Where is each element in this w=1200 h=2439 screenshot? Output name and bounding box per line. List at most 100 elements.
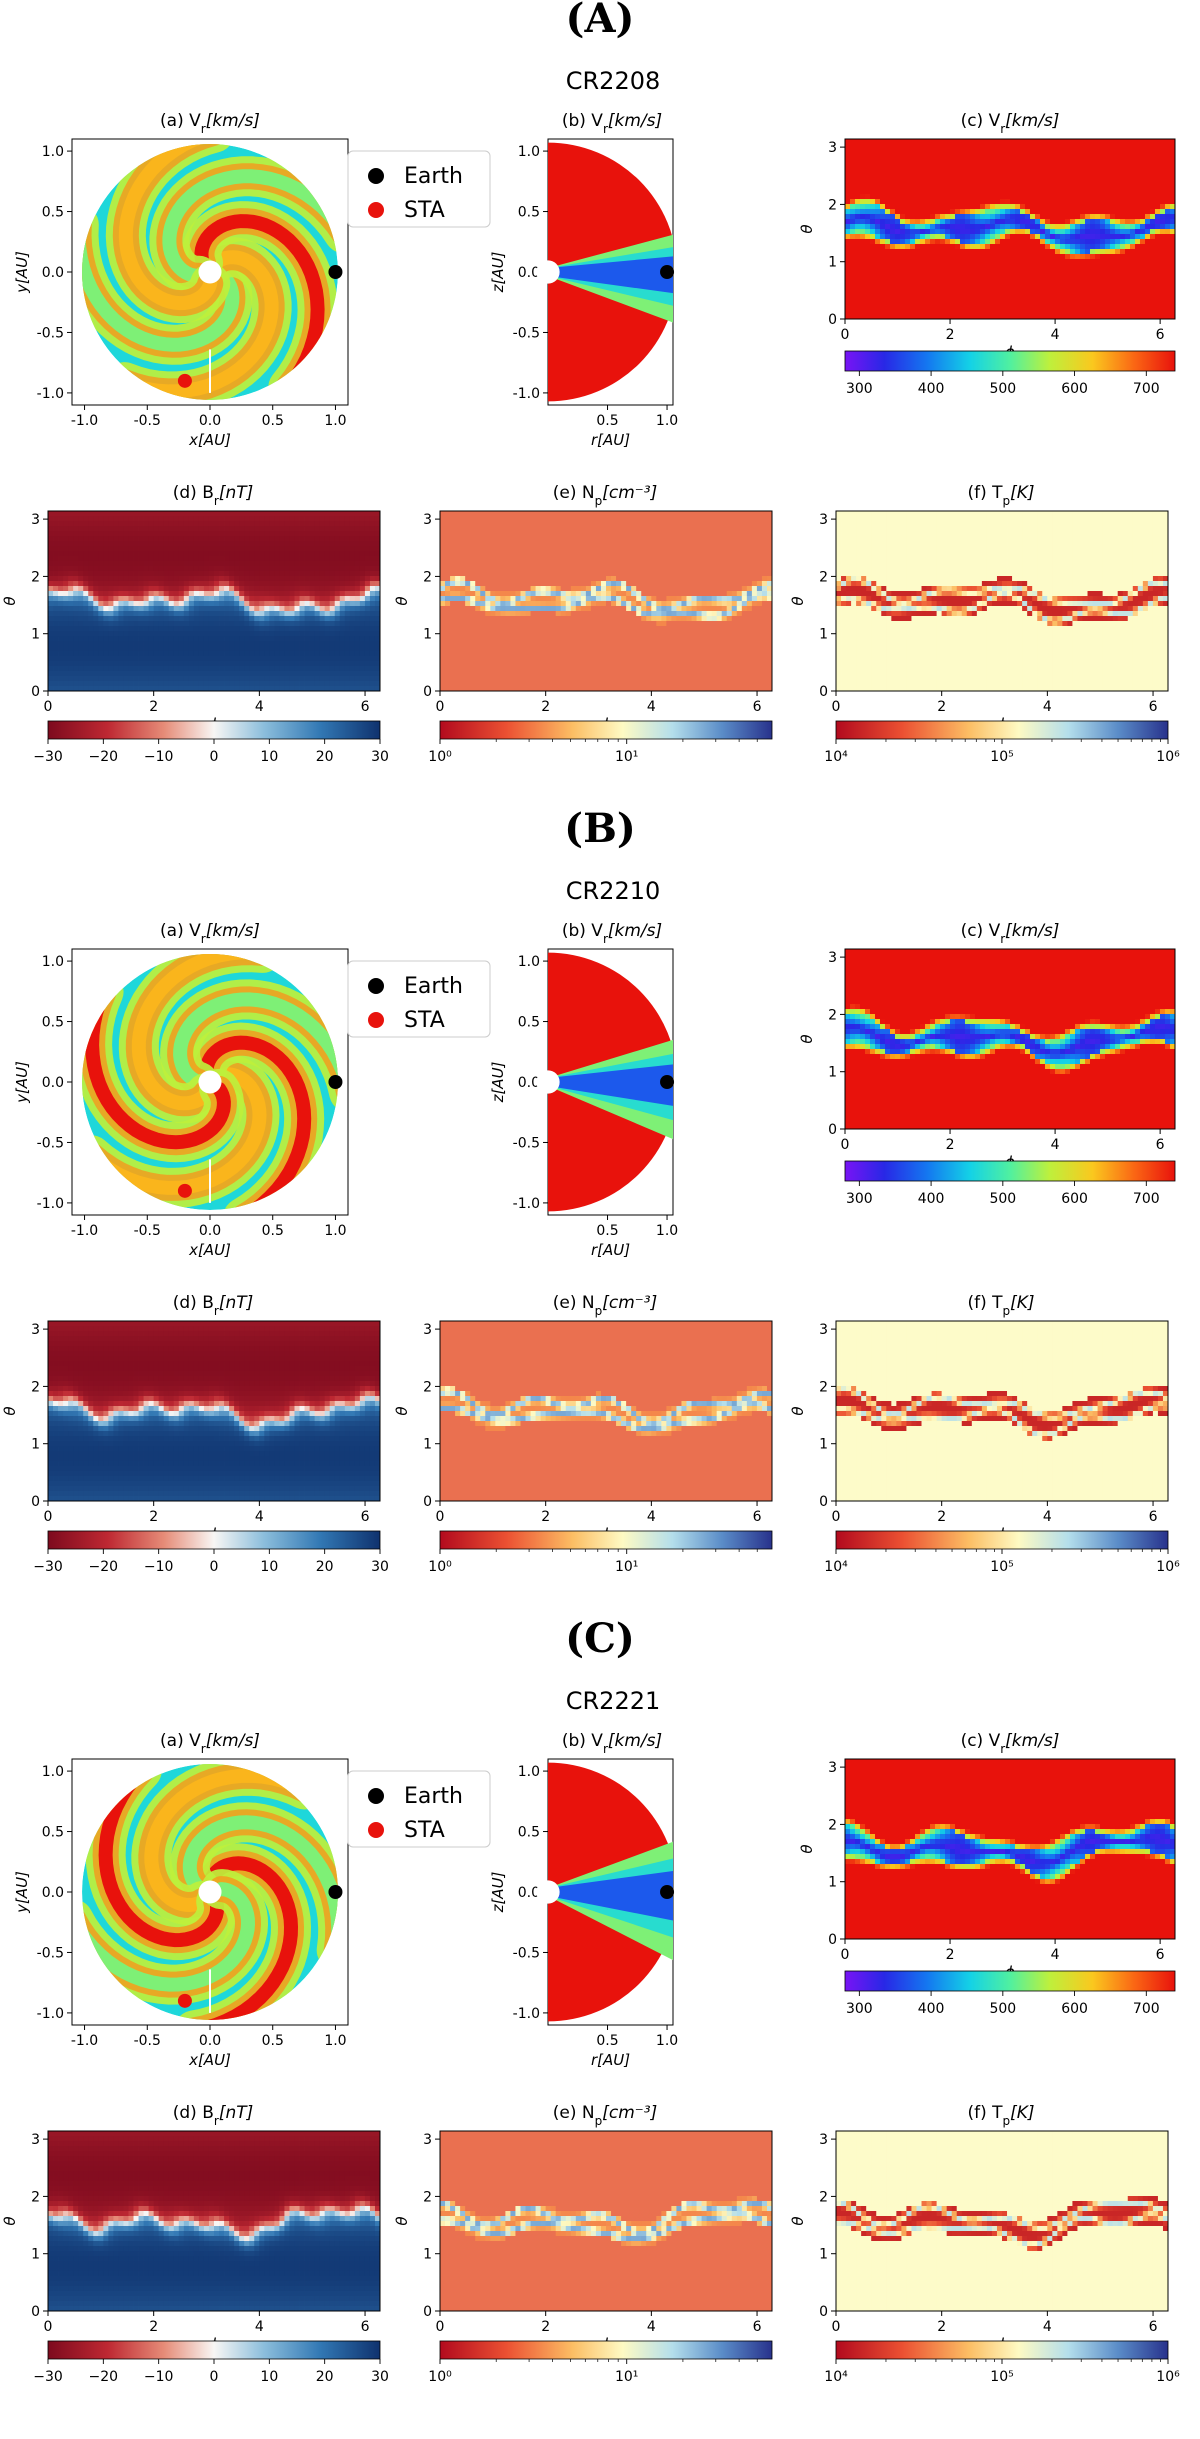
heatmap-cell [1120,184,1126,190]
heatmap-cell [208,571,215,577]
heatmap-cell [860,204,866,210]
heatmap-cell [1015,219,1021,225]
heatmap-cell [1155,279,1161,285]
heatmap-cell [244,676,250,682]
heatmap-cell [940,194,946,200]
heatmap-cell [359,601,366,607]
heatmap-cell [214,531,220,537]
heatmap-cell [1090,144,1096,150]
title-subscript: p [595,494,603,508]
heatmap-cell [960,174,966,180]
heatmap-cell [78,611,84,617]
heatmap-cell [143,536,150,542]
heatmap-cell [1110,139,1116,145]
title-unit: [km/s] [206,111,260,131]
heatmap-cell [354,656,361,662]
heatmap-cell [128,571,134,577]
heatmap-cell [163,536,170,542]
heatmap-cell [885,179,891,185]
heatmap-cell [1140,304,1146,310]
heatmap-cell [188,646,195,652]
heatmap-cell [53,626,59,632]
heatmap-cell [940,299,946,305]
x-tick-label: 4 [255,699,264,715]
heatmap-cell [995,259,1001,265]
heatmap-cell [985,254,991,260]
heatmap-cell [1135,299,1141,305]
heatmap-cell [890,144,896,150]
heatmap-cell [1040,219,1046,225]
heatmap-cell [1125,239,1131,245]
heatmap-cell [1135,184,1141,190]
heatmap-cell [128,686,134,691]
heatmap-cell [118,656,124,662]
heatmap-cell [915,169,921,175]
heatmap-cell [855,194,861,200]
heatmap-cell [143,631,150,637]
heatmap-cell [98,611,104,617]
heatmap-cell [128,536,134,542]
heatmap-cell [108,541,114,547]
heatmap-cell [875,229,881,235]
heatmap-cell [254,576,260,582]
heatmap-cell [203,676,210,682]
heatmap-cell [304,676,310,682]
heatmap-cell [1055,249,1061,255]
heatmap-cell [369,671,376,677]
heatmap-cell [354,556,361,562]
heatmap-cell [83,546,89,552]
heatmap-cell [178,606,185,612]
heatmap-cell [58,596,64,602]
heatmap-cell [128,641,134,647]
heatmap-cell [229,626,235,632]
heatmap-cell [274,516,280,522]
heatmap-cell [83,531,89,537]
heatmap-cell [970,249,976,255]
heatmap-cell [850,179,856,185]
heatmap-cell [108,556,114,562]
heatmap-cell [123,576,129,582]
heatmap-cell [1095,189,1101,195]
heatmap-cell [168,636,175,642]
heatmap-cell [940,159,946,165]
heatmap-cell [128,526,134,532]
heatmap-cell [1145,169,1151,175]
heatmap-cell [980,274,986,280]
heatmap-cell [193,576,200,582]
heatmap-cell [1115,289,1121,295]
heatmap-cell [965,289,971,295]
heatmap-cell [279,646,285,652]
heatmap-cell [1060,229,1066,235]
heatmap-cell [284,526,290,532]
heatmap-cell [1000,284,1006,290]
heatmap-cell [1030,229,1036,235]
heatmap-cell [1100,159,1106,165]
heatmap-cell [158,586,165,592]
heatmap-cell [198,521,205,527]
heatmap-cell [850,229,856,235]
heatmap-cell [1025,254,1031,260]
heatmap-cell [193,526,200,532]
heatmap-cell [214,686,220,691]
heatmap-cell [1125,184,1131,190]
heatmap-cell [173,596,180,602]
heatmap-cell [920,219,926,225]
heatmap-cell [63,636,69,642]
heatmap-cell [309,681,316,687]
heatmap-cell [244,536,250,542]
heatmap-cell [148,526,155,532]
heatmap-cell [1015,184,1021,190]
heatmap-cell [1075,174,1081,180]
heatmap-cell [875,139,881,145]
heatmap-cell [1110,214,1116,220]
heatmap-cell [274,536,280,542]
heatmap-cell [259,576,265,582]
heatmap-cell [970,199,976,205]
heatmap-cell [880,144,886,150]
heatmap-cell [870,144,876,150]
heatmap-cell [299,621,305,627]
heatmap-cell [1140,189,1146,195]
heatmap-cell [860,199,866,205]
heatmap-cell [1075,309,1081,315]
heatmap-cell [183,536,190,542]
